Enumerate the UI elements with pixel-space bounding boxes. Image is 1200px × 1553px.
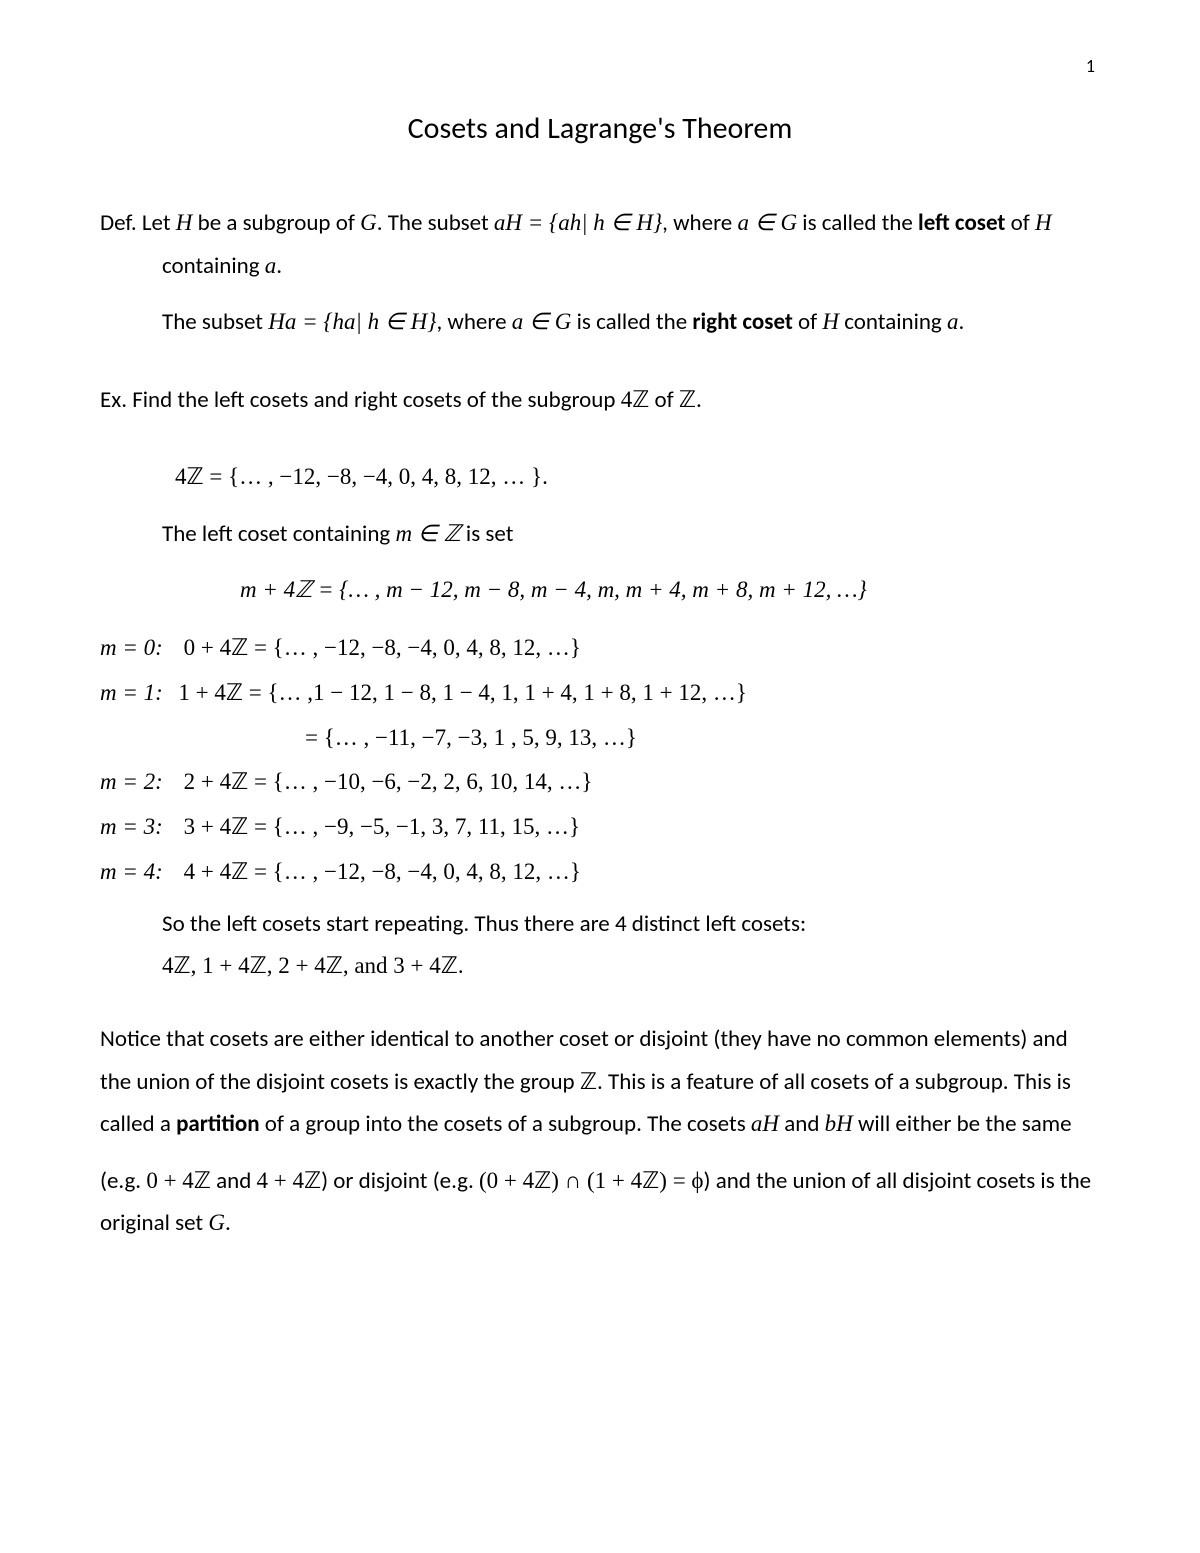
eq-4z-set: 4ℤ = {… , −12, −8, −4, 0, 4, 8, 12, … }. — [100, 456, 1100, 499]
math-a: a — [947, 309, 959, 334]
text: of — [1005, 209, 1035, 237]
page-number: 1 — [1086, 55, 1095, 77]
text: (e.g. — [100, 1167, 146, 1195]
page: 1 Cosets and Lagrange's Theorem Def. Let… — [0, 0, 1200, 1553]
math-bH: bH — [825, 1111, 853, 1136]
case-label: m = 4: — [100, 859, 163, 884]
math-eq: 4 + 4ℤ = {… , −12, −8, −4, 0, 4, 8, 12, … — [184, 859, 581, 884]
text: The left coset containing — [162, 520, 395, 548]
case-m0: m = 0: 0 + 4ℤ = {… , −12, −8, −4, 0, 4, … — [100, 626, 1100, 671]
math-G: G — [208, 1210, 225, 1235]
text: , where — [662, 209, 737, 237]
math-G: G — [360, 210, 377, 235]
math-eq: 0 + 4ℤ = {… , −12, −8, −4, 0, 4, 8, 12, … — [184, 635, 581, 660]
example-prompt: Ex. Find the left cosets and right coset… — [100, 379, 1100, 422]
text: So the left cosets start repeating. Thus… — [162, 910, 806, 938]
bold-left-coset: left coset — [918, 209, 1005, 237]
math-H: H — [176, 210, 193, 235]
text: will either be the same — [853, 1110, 1072, 1138]
text: . — [276, 252, 282, 280]
page-title: Cosets and Lagrange's Theorem — [100, 110, 1100, 147]
math-eq: 3 + 4ℤ = {… , −9, −5, −1, 3, 7, 11, 15, … — [184, 814, 580, 839]
case-m1-cont: = {… , −11, −7, −3, 1 , 5, 9, 13, …} — [100, 716, 1100, 761]
text: of a group into the cosets of a subgroup… — [260, 1110, 751, 1138]
definition-left-coset: Def. Let H be a subgroup of G. The subse… — [100, 202, 1100, 287]
math-4Z: 4ℤ — [621, 387, 650, 412]
math-mZ: m ∈ ℤ — [395, 521, 460, 546]
math-44z: 4 + 4ℤ — [257, 1168, 322, 1193]
notice-paragraph-1: Notice that cosets are either identical … — [100, 1018, 1100, 1146]
text: The subset — [162, 308, 268, 336]
text: . — [958, 308, 964, 336]
case-label: m = 2: — [100, 769, 163, 794]
math-list: 4ℤ, 1 + 4ℤ, 2 + 4ℤ, and 3 + 4ℤ. — [162, 953, 464, 978]
text: Ex. Find the left cosets and right coset… — [100, 386, 621, 414]
math-04z: 0 + 4ℤ — [146, 1168, 211, 1193]
case-label: m = 3: — [100, 814, 163, 839]
math-a: a — [265, 253, 277, 278]
text: and — [211, 1167, 257, 1195]
text: ) or disjoint (e.g. — [321, 1167, 479, 1195]
math-H: H — [822, 309, 839, 334]
math-eq: = {… , −11, −7, −3, 1 , 5, 9, 13, …} — [305, 725, 637, 750]
case-label: m = 1: — [100, 680, 163, 705]
text: be a subgroup of — [192, 209, 360, 237]
math-eq: 1 + 4ℤ = {… ,1 − 12, 1 − 8, 1 − 4, 1, 1 … — [178, 680, 746, 705]
math-aH: aH — [751, 1111, 779, 1136]
text: of — [793, 308, 823, 336]
text: is called the — [797, 209, 918, 237]
case-m1: m = 1: 1 + 4ℤ = {… ,1 − 12, 1 − 8, 1 − 4… — [100, 671, 1100, 716]
text: is set — [461, 520, 514, 548]
eq-general: m + 4ℤ = {… , m − 12, m − 8, m − 4, m, m… — [100, 569, 1100, 612]
case-m3: m = 3: 3 + 4ℤ = {… , −9, −5, −1, 3, 7, 1… — [100, 805, 1100, 850]
case-m2: m = 2: 2 + 4ℤ = {… , −10, −6, −2, 2, 6, … — [100, 760, 1100, 805]
math-disjoint: (0 + 4ℤ) ∩ (1 + 4ℤ) = ϕ — [479, 1168, 704, 1193]
math-Z: ℤ — [679, 387, 696, 412]
bold-right-coset: right coset — [692, 308, 792, 336]
text: containing — [844, 308, 947, 336]
text: of — [649, 386, 679, 414]
text: and — [779, 1110, 825, 1138]
left-coset-intro: The left coset containing m ∈ ℤ is set — [100, 513, 1100, 556]
text: Def. Let — [100, 209, 176, 237]
math-Ha: Ha = {ha| h ∈ H} — [268, 309, 436, 334]
text: . The subset — [377, 209, 494, 237]
math-aG: a ∈ G — [512, 309, 572, 334]
notice-paragraph-2: (e.g. 0 + 4ℤ and 4 + 4ℤ) or disjoint (e.… — [100, 1160, 1100, 1245]
math-aG: a ∈ G — [737, 210, 797, 235]
bold-partition: partition — [176, 1110, 260, 1138]
conclusion: So the left cosets start repeating. Thus… — [100, 903, 1100, 988]
text: containing — [162, 252, 265, 280]
math-eq: 2 + 4ℤ = {… , −10, −6, −2, 2, 6, 10, 14,… — [184, 769, 593, 794]
text: . — [696, 386, 702, 414]
math-eq: 4ℤ = {… , −12, −8, −4, 0, 4, 8, 12, … }. — [175, 464, 548, 489]
math-aH: aH = {ah| h ∈ H} — [494, 210, 662, 235]
definition-right-coset: The subset Ha = {ha| h ∈ H}, where a ∈ G… — [100, 301, 1100, 344]
math-Z: ℤ — [580, 1069, 597, 1094]
text: . — [225, 1209, 231, 1237]
text: is called the — [571, 308, 692, 336]
case-m4: m = 4: 4 + 4ℤ = {… , −12, −8, −4, 0, 4, … — [100, 850, 1100, 895]
math-eq: m + 4ℤ = {… , m − 12, m − 8, m − 4, m, m… — [240, 577, 867, 602]
case-label: m = 0: — [100, 635, 163, 660]
text: , where — [436, 308, 511, 336]
math-H: H — [1035, 210, 1052, 235]
